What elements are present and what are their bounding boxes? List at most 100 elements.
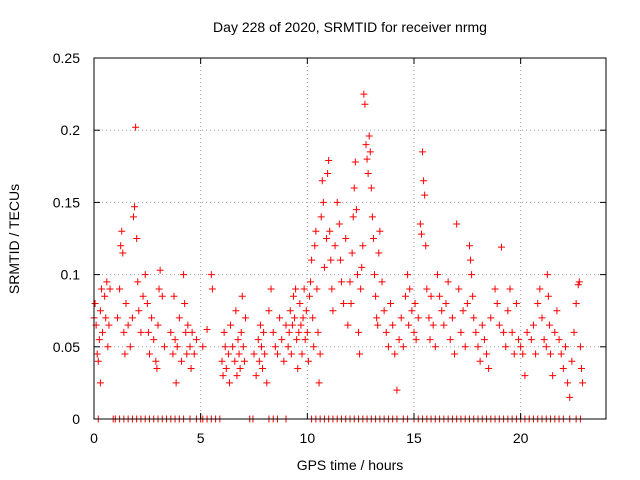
data-point bbox=[540, 336, 548, 344]
data-point bbox=[95, 336, 103, 344]
data-point bbox=[527, 336, 535, 344]
data-point bbox=[260, 328, 268, 336]
data-point bbox=[150, 336, 158, 344]
data-point bbox=[259, 364, 267, 372]
data-point bbox=[105, 321, 113, 329]
data-point bbox=[431, 343, 439, 351]
data-point bbox=[470, 314, 478, 322]
data-point bbox=[282, 321, 290, 329]
data-point bbox=[378, 278, 386, 286]
data-point bbox=[324, 170, 332, 178]
data-point bbox=[126, 343, 134, 351]
y-tick-label: 0.25 bbox=[53, 50, 80, 66]
data-point bbox=[497, 243, 505, 251]
data-point bbox=[453, 220, 461, 228]
data-point bbox=[137, 328, 145, 336]
data-point bbox=[167, 328, 175, 336]
data-point bbox=[352, 206, 360, 214]
y-axis-label: SRMTID / TECUs bbox=[6, 184, 22, 294]
data-point bbox=[132, 123, 140, 131]
data-point bbox=[363, 155, 371, 163]
data-point bbox=[225, 379, 233, 387]
data-point bbox=[521, 372, 529, 380]
data-point bbox=[295, 328, 303, 336]
data-point bbox=[155, 285, 163, 293]
data-point bbox=[119, 249, 127, 257]
x-tick-label: 20 bbox=[513, 430, 529, 446]
data-point bbox=[273, 350, 281, 358]
data-point bbox=[349, 213, 357, 221]
data-point bbox=[487, 314, 495, 322]
data-point bbox=[184, 321, 192, 329]
data-point bbox=[436, 292, 444, 300]
data-points bbox=[90, 90, 587, 423]
data-point bbox=[382, 328, 390, 336]
x-axis-label: GPS time / hours bbox=[297, 457, 404, 473]
data-point bbox=[207, 271, 215, 279]
data-point bbox=[364, 170, 372, 178]
data-point bbox=[143, 299, 151, 307]
data-point bbox=[463, 299, 471, 307]
data-point bbox=[172, 379, 180, 387]
data-point bbox=[291, 314, 299, 322]
data-point bbox=[410, 328, 418, 336]
data-point bbox=[96, 379, 104, 387]
data-point bbox=[395, 336, 403, 344]
data-point bbox=[574, 281, 582, 289]
data-point bbox=[181, 299, 189, 307]
data-point bbox=[347, 299, 355, 307]
data-point bbox=[397, 314, 405, 322]
data-point bbox=[103, 278, 111, 286]
data-point bbox=[404, 271, 412, 279]
data-point bbox=[308, 256, 316, 264]
data-point bbox=[93, 350, 101, 358]
data-point bbox=[169, 350, 177, 358]
data-point bbox=[408, 307, 416, 315]
data-point bbox=[576, 343, 584, 351]
data-point bbox=[355, 328, 363, 336]
data-point bbox=[375, 249, 383, 257]
data-point bbox=[182, 328, 190, 336]
data-point bbox=[312, 227, 320, 235]
data-point bbox=[319, 198, 327, 206]
data-point bbox=[298, 350, 306, 358]
data-point bbox=[177, 357, 185, 365]
data-point bbox=[336, 256, 344, 264]
data-point bbox=[367, 184, 375, 192]
y-tick-labels: 0 0.05 0.1 0.15 0.2 0.25 bbox=[53, 50, 80, 427]
data-point bbox=[419, 148, 427, 156]
data-point bbox=[113, 314, 121, 322]
data-point bbox=[387, 299, 395, 307]
data-point bbox=[350, 184, 358, 192]
data-point bbox=[529, 321, 537, 329]
data-point bbox=[368, 213, 376, 221]
y-tick-label: 0.2 bbox=[61, 122, 81, 138]
data-point bbox=[175, 314, 183, 322]
data-point bbox=[286, 307, 294, 315]
data-point bbox=[293, 336, 301, 344]
data-point bbox=[171, 336, 179, 344]
data-point bbox=[478, 321, 486, 329]
data-point bbox=[491, 285, 499, 293]
data-point bbox=[256, 321, 264, 329]
data-point bbox=[284, 343, 292, 351]
data-point bbox=[457, 328, 465, 336]
data-point bbox=[289, 292, 297, 300]
data-point bbox=[229, 343, 237, 351]
data-point bbox=[252, 372, 260, 380]
data-point bbox=[373, 314, 381, 322]
data-point bbox=[357, 285, 365, 293]
data-point bbox=[555, 336, 563, 344]
data-point bbox=[104, 343, 112, 351]
data-point bbox=[317, 213, 325, 221]
data-point bbox=[376, 227, 384, 235]
data-point bbox=[188, 328, 196, 336]
data-point bbox=[265, 307, 273, 315]
data-point bbox=[170, 292, 178, 300]
data-point bbox=[320, 263, 328, 271]
data-point bbox=[96, 307, 104, 315]
data-point bbox=[118, 227, 126, 235]
data-point bbox=[570, 328, 578, 336]
data-point bbox=[237, 328, 245, 336]
data-point bbox=[183, 350, 191, 358]
